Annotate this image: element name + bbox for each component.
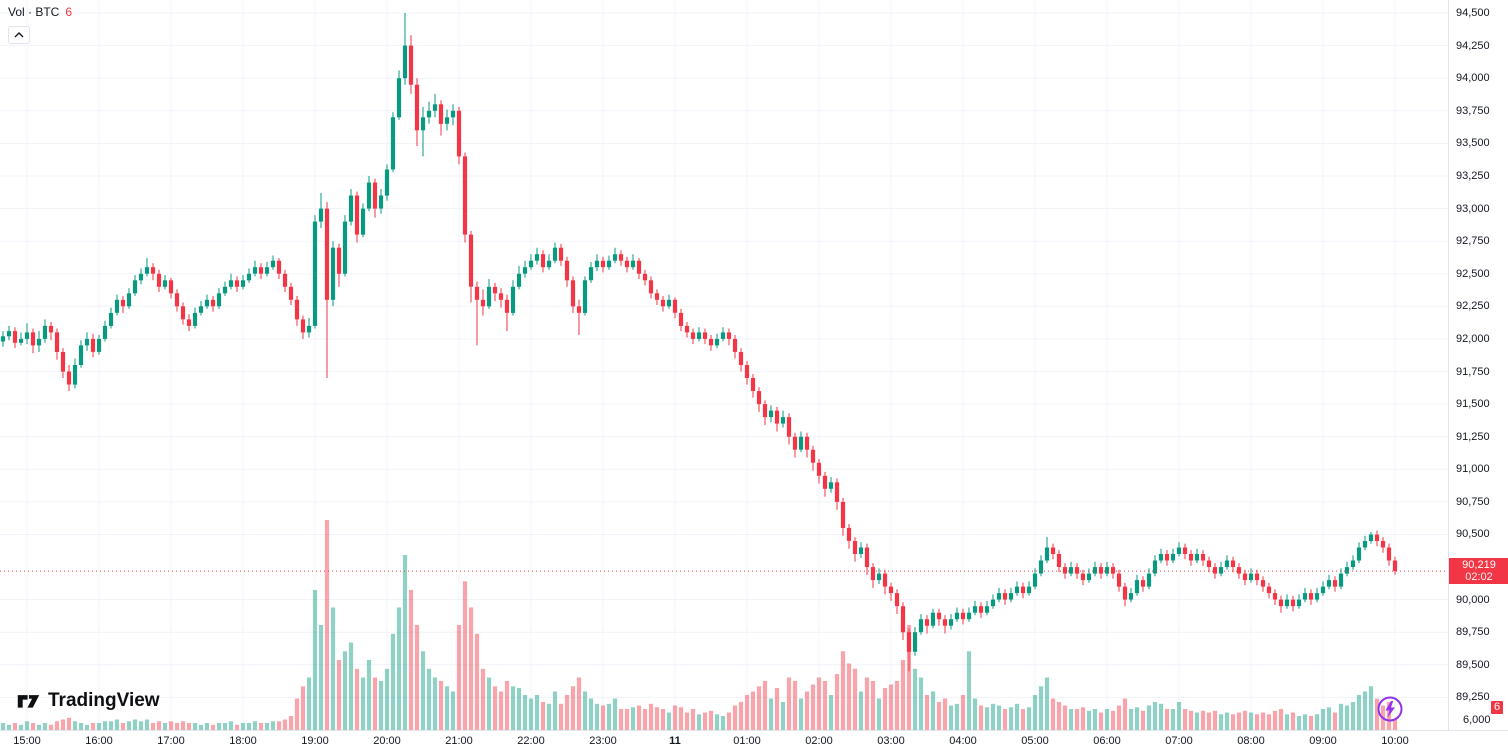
time-axis-label: 17:00	[157, 735, 185, 747]
price-axis-label: 94,500	[1456, 7, 1490, 19]
legend-volume-value: 6	[65, 5, 73, 19]
time-axis-label: 02:00	[805, 735, 833, 747]
time-axis-label: 07:00	[1165, 735, 1193, 747]
time-axis-label: 22:00	[517, 735, 545, 747]
price-axis-label: 94,000	[1456, 72, 1490, 84]
price-axis-label: 89,250	[1456, 691, 1490, 703]
price-axis-label: 91,500	[1456, 398, 1490, 410]
time-axis-label: 16:00	[85, 735, 113, 747]
price-axis-label: 89,500	[1456, 659, 1490, 671]
grid-layer	[0, 0, 1448, 730]
price-axis[interactable]: 90,219 02:02 6 6,000 94,500 94,250 94,000 9…	[1448, 0, 1508, 730]
lightning-boost-icon[interactable]	[1376, 695, 1404, 723]
tradingview-logo-icon	[17, 695, 40, 708]
time-axis-label: 15:00	[13, 735, 41, 747]
pane-collapse-button[interactable]	[8, 26, 30, 44]
time-axis[interactable]: 15:00 16:00 17:00 18:00 19:00 20:00 21:00 22:00…	[0, 730, 1508, 751]
time-axis-label: 03:00	[877, 735, 905, 747]
volume-value-badge: 6	[1491, 701, 1504, 714]
time-axis-label: 04:00	[949, 735, 977, 747]
price-axis-label: 89,750	[1456, 626, 1490, 638]
price-axis-label: 91,000	[1456, 463, 1490, 475]
chart-canvas[interactable]	[0, 0, 1448, 730]
price-axis-label: 90,500	[1456, 528, 1490, 540]
candles-layer	[0, 13, 1398, 672]
chevron-up-icon	[14, 32, 24, 38]
price-axis-label: 92,000	[1456, 333, 1490, 345]
lightning-bolt-icon	[1377, 696, 1403, 722]
volume-bars-layer	[0, 520, 1398, 730]
time-axis-label: 19:00	[301, 735, 329, 747]
time-axis-label: 18:00	[229, 735, 257, 747]
time-axis-label: 21:00	[445, 735, 473, 747]
time-axis-label: 06:00	[1093, 735, 1121, 747]
price-axis-label: 92,250	[1456, 300, 1490, 312]
price-axis-label: 93,000	[1456, 203, 1490, 215]
price-axis-label: 90,750	[1456, 496, 1490, 508]
bar-countdown: 02:02	[1465, 571, 1493, 583]
time-axis-label: 09:00	[1309, 735, 1337, 747]
legend-title: Vol · BTC	[8, 5, 60, 19]
price-axis-label: 91,250	[1456, 431, 1490, 443]
price-axis-label: 91,750	[1456, 366, 1490, 378]
price-axis-label: 93,250	[1456, 170, 1490, 182]
tradingview-logo[interactable]: TradingView	[16, 688, 160, 713]
volume-indicator-legend[interactable]: Vol · BTC 6	[8, 5, 72, 19]
time-axis-label: 10:00	[1381, 735, 1409, 747]
time-axis-label: 23:00	[589, 735, 617, 747]
price-axis-label: 93,500	[1456, 137, 1490, 149]
time-axis-label: 20:00	[373, 735, 401, 747]
tradingview-logo-text: TradingView	[48, 689, 160, 711]
chart-pane[interactable]: Vol · BTC 6 TradingView	[0, 0, 1448, 730]
time-axis-label: 08:00	[1237, 735, 1265, 747]
price-axis-label: 94,250	[1456, 40, 1490, 52]
volume-axis-label: 6,000	[1463, 714, 1491, 726]
price-axis-label: 92,500	[1456, 268, 1490, 280]
time-axis-label: 11	[669, 735, 681, 747]
time-axis-label: 05:00	[1021, 735, 1049, 747]
current-price-badge: 90,219 02:02	[1449, 558, 1508, 584]
price-axis-label: 93,750	[1456, 105, 1490, 117]
current-price-value: 90,219	[1462, 559, 1496, 571]
time-axis-label: 01:00	[733, 735, 761, 747]
price-axis-label: 92,750	[1456, 235, 1490, 247]
price-axis-label: 90,000	[1456, 594, 1490, 606]
